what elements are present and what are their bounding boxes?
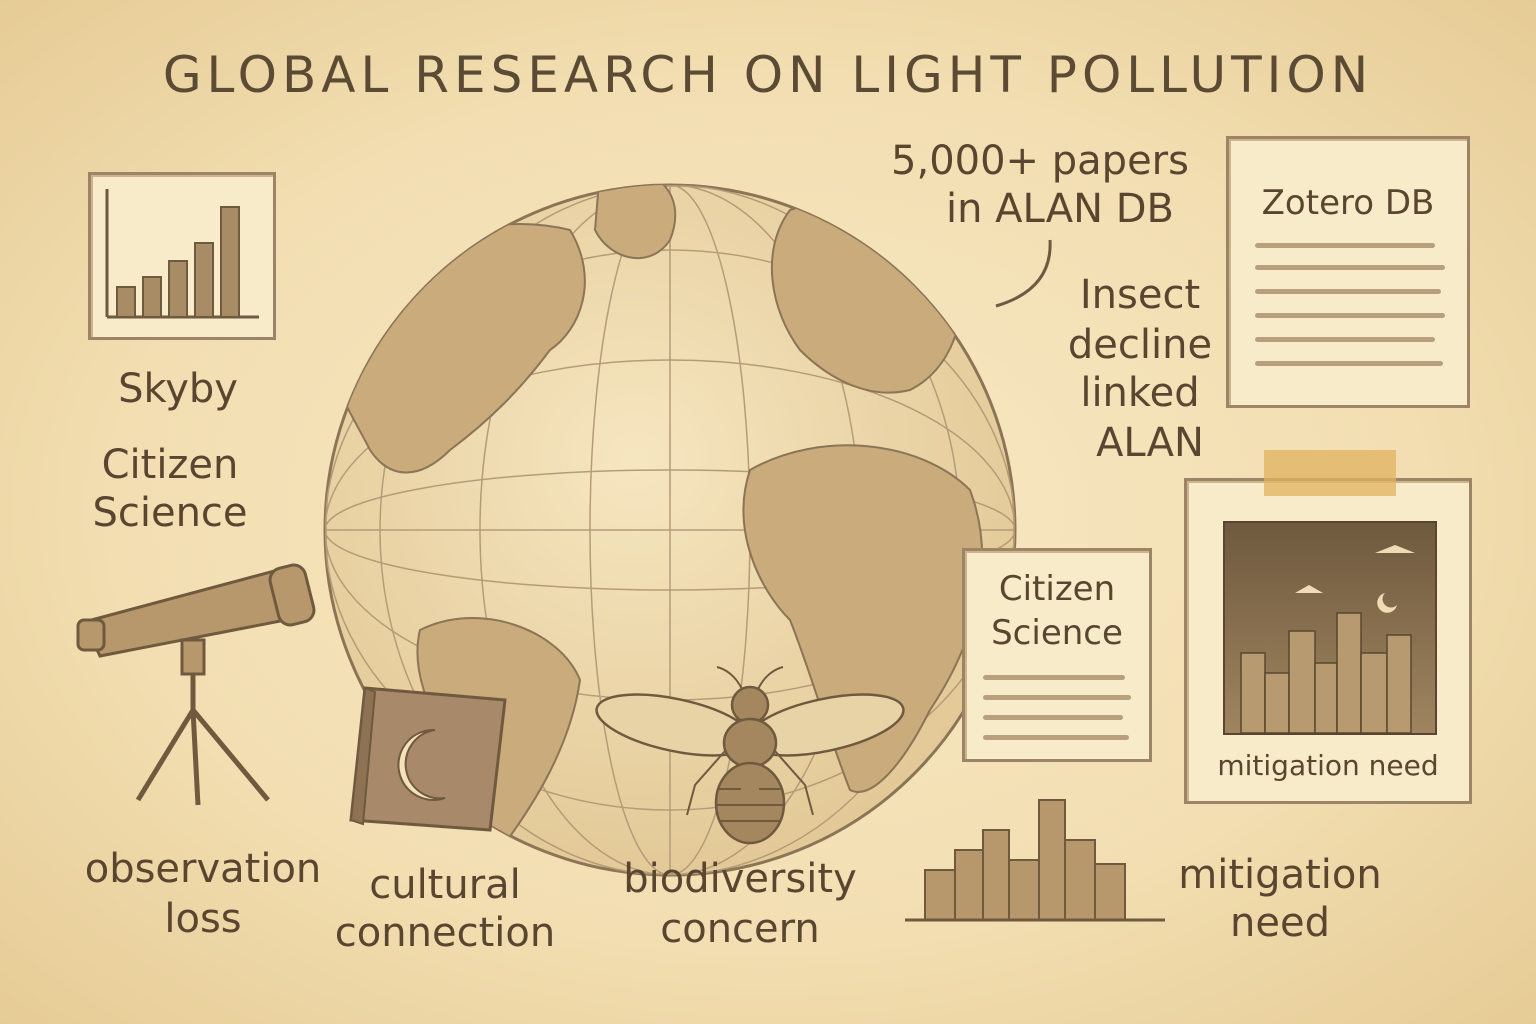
mitigation-need-label-2: need [1230, 900, 1330, 946]
text-line [1255, 289, 1441, 294]
annotation-arrow [995, 239, 1052, 308]
biodiversity-concern-label-2: concern [660, 906, 820, 952]
text-line [1255, 265, 1445, 270]
text-line [1255, 243, 1435, 248]
text-line [983, 675, 1125, 680]
text-line [983, 735, 1129, 740]
telescope-icon [76, 563, 316, 806]
bar-chart-icon [105, 189, 259, 319]
cultural-connection-label-2: connection [334, 910, 556, 956]
mitigation-photo-card: mitigation need [1184, 478, 1472, 804]
citizen-science-card-title-2: Science [991, 613, 1123, 653]
mitigation-need-caption: mitigation need [1217, 749, 1439, 782]
page-title: GLOBAL RESEARCH ON LIGHT POLLUTION [162, 46, 1374, 104]
citizen-science-left-label-1: Citizen [101, 442, 239, 488]
bee-icon [595, 666, 905, 845]
zotero-db-card: Zotero DB [1226, 136, 1470, 408]
skyby-label: Skyby [118, 366, 238, 412]
citizen-science-card-title-1: Citizen [998, 569, 1116, 609]
text-line [1255, 361, 1443, 366]
text-line [1255, 313, 1445, 318]
text-line [1255, 337, 1435, 342]
text-line [983, 715, 1123, 720]
citizen-science-card: Citizen Science [962, 548, 1152, 762]
photo-frame [1223, 521, 1437, 735]
tape-strip [1264, 450, 1396, 496]
biodiversity-concern-label-1: biodiversity [623, 856, 857, 902]
text-line [983, 695, 1131, 700]
insect-annotation-1: Insect [1079, 272, 1201, 318]
observation-loss-label-1: observation [84, 846, 322, 892]
photo-icon [1240, 545, 1415, 733]
cultural-connection-label-1: cultural [369, 862, 521, 908]
papers-annotation-2: in ALAN DB [946, 186, 1174, 232]
insect-annotation-3: linked [1080, 370, 1200, 416]
book-moon-icon [349, 686, 507, 832]
insect-annotation-4: ALAN [1096, 420, 1204, 466]
city-skyline-icon [905, 799, 1165, 922]
papers-annotation-1: 5,000+ papers [891, 138, 1189, 184]
zotero-db-title: Zotero DB [1261, 183, 1435, 223]
citizen-science-left-label-2: Science [92, 490, 248, 536]
bar-chart-card [88, 172, 276, 340]
mitigation-need-label-1: mitigation [1178, 852, 1382, 898]
observation-loss-label-2: loss [164, 896, 242, 942]
insect-annotation-2: decline [1067, 322, 1213, 368]
